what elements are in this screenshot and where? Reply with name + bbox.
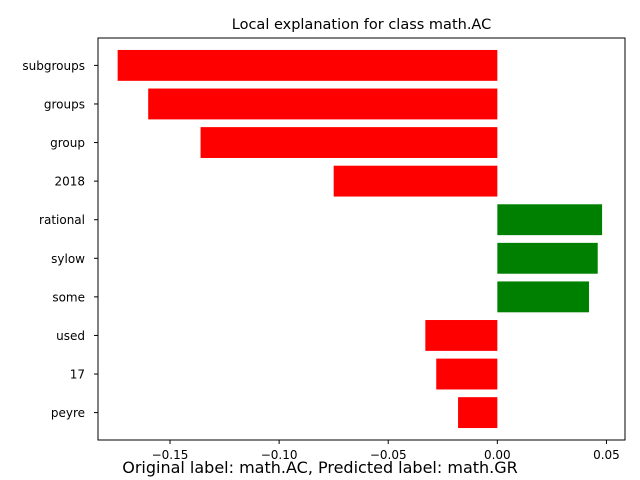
chart-title: Local explanation for class math.AC	[232, 17, 491, 33]
bar-group	[200, 127, 498, 158]
y-tick-label: some	[52, 290, 85, 304]
bar-peyre	[458, 397, 498, 429]
prediction-caption: Original label: math.AC, Predicted label…	[122, 458, 518, 477]
x-tick-label: 0.05	[593, 448, 620, 462]
y-tick-label: 17	[70, 368, 85, 382]
y-tick-label: groups	[44, 97, 85, 111]
axes-frame	[97, 37, 626, 441]
x-tick-label: −0.15	[152, 448, 189, 462]
y-tick-label: rational	[39, 213, 85, 227]
y-tick-label: group	[50, 136, 85, 150]
y-tick-label: peyre	[51, 406, 85, 420]
bars-group	[117, 49, 603, 429]
bar-17	[436, 358, 498, 390]
x-tick-label: −0.10	[261, 448, 298, 462]
x-tick-label: −0.05	[370, 448, 407, 462]
bar-some	[497, 281, 589, 313]
bar-groups	[148, 88, 498, 120]
y-tick-label: subgroups	[22, 59, 85, 73]
bar-2018	[333, 165, 498, 197]
bar-used	[425, 320, 498, 351]
bar-sylow	[497, 242, 598, 274]
y-tick-label: sylow	[51, 252, 85, 266]
bar-rational	[497, 204, 603, 236]
bar-subgroups	[117, 49, 498, 81]
y-tick-label: used	[56, 329, 85, 343]
x-axis-ticks: −0.15 −0.10 −0.05 0.00 0.05	[152, 440, 620, 462]
y-tick-label: 2018	[54, 175, 85, 189]
x-tick-label: 0.00	[484, 448, 511, 462]
y-axis-ticks: subgroups groups group 2018 rational sylow som…	[22, 59, 98, 420]
